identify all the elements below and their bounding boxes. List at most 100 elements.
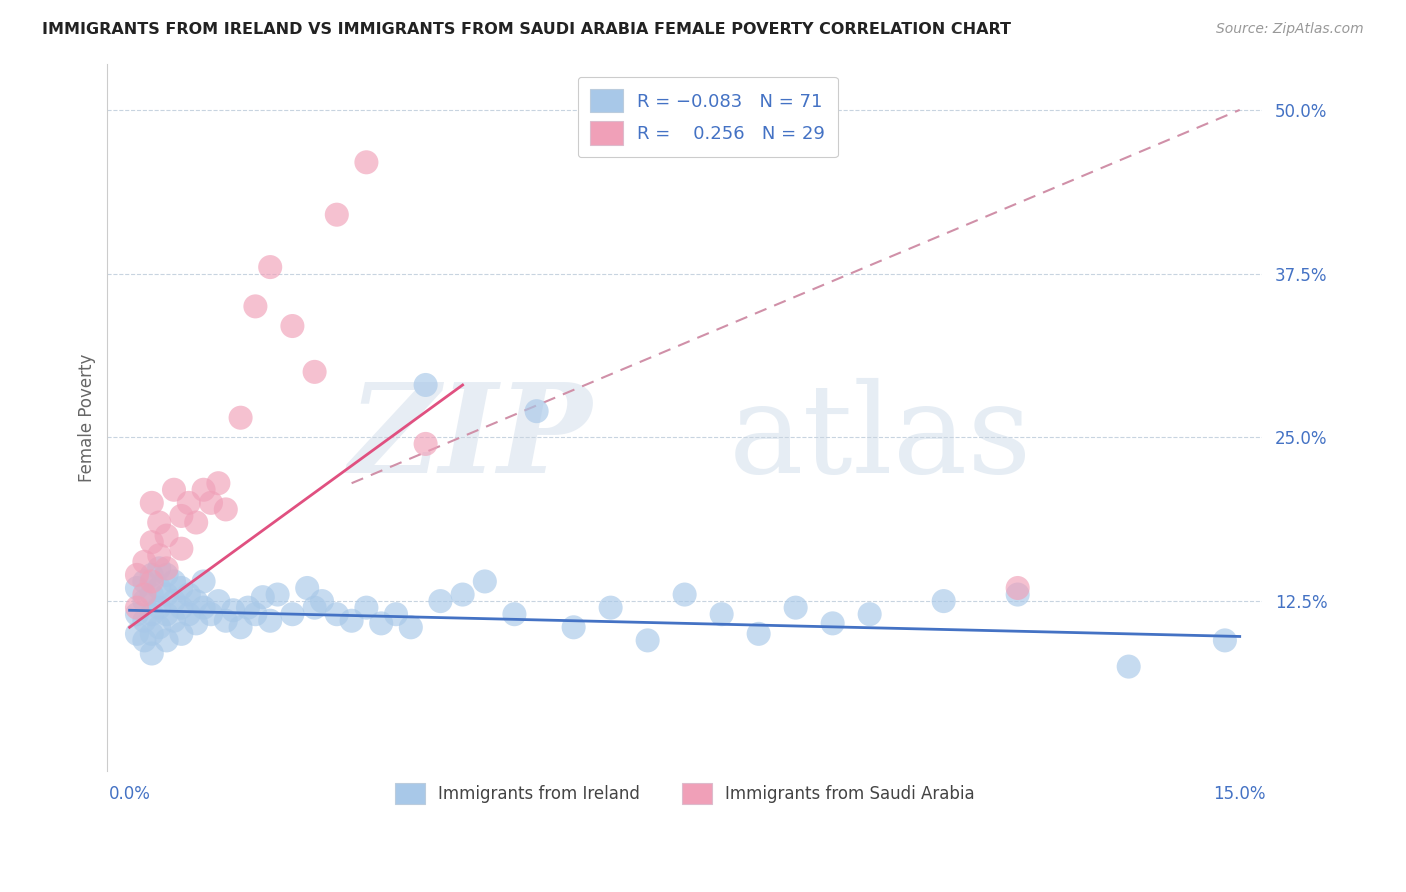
Point	[134, 555, 156, 569]
Point	[148, 581, 170, 595]
Point	[148, 561, 170, 575]
Point	[125, 581, 148, 595]
Point	[304, 600, 326, 615]
Y-axis label: Female Poverty: Female Poverty	[79, 353, 96, 482]
Point	[155, 588, 177, 602]
Point	[125, 607, 148, 622]
Point	[134, 574, 156, 589]
Point	[141, 647, 163, 661]
Point	[304, 365, 326, 379]
Point	[134, 633, 156, 648]
Point	[141, 574, 163, 589]
Point	[599, 600, 621, 615]
Point	[148, 620, 170, 634]
Point	[252, 590, 274, 604]
Point	[281, 319, 304, 334]
Point	[163, 483, 186, 497]
Point	[370, 616, 392, 631]
Point	[415, 378, 437, 392]
Point	[748, 627, 770, 641]
Point	[673, 588, 696, 602]
Point	[155, 568, 177, 582]
Point	[170, 600, 193, 615]
Point	[170, 508, 193, 523]
Point	[186, 616, 208, 631]
Point	[141, 588, 163, 602]
Point	[125, 600, 148, 615]
Point	[266, 588, 288, 602]
Point	[259, 614, 281, 628]
Point	[155, 561, 177, 575]
Point	[1213, 633, 1236, 648]
Point	[326, 208, 349, 222]
Point	[356, 155, 378, 169]
Point	[148, 548, 170, 562]
Point	[215, 502, 238, 516]
Text: Source: ZipAtlas.com: Source: ZipAtlas.com	[1216, 22, 1364, 37]
Point	[932, 594, 955, 608]
Point	[236, 600, 259, 615]
Point	[200, 496, 222, 510]
Point	[200, 607, 222, 622]
Point	[134, 614, 156, 628]
Point	[134, 594, 156, 608]
Point	[148, 516, 170, 530]
Point	[170, 541, 193, 556]
Point	[415, 437, 437, 451]
Point	[177, 607, 200, 622]
Point	[177, 588, 200, 602]
Point	[821, 616, 844, 631]
Text: atlas: atlas	[730, 378, 1032, 500]
Point	[222, 603, 245, 617]
Text: IMMIGRANTS FROM IRELAND VS IMMIGRANTS FROM SAUDI ARABIA FEMALE POVERTY CORRELATI: IMMIGRANTS FROM IRELAND VS IMMIGRANTS FR…	[42, 22, 1011, 37]
Point	[295, 581, 318, 595]
Point	[207, 476, 229, 491]
Text: ZIP: ZIP	[349, 378, 592, 500]
Point	[1007, 588, 1029, 602]
Point	[155, 633, 177, 648]
Point	[163, 574, 186, 589]
Point	[163, 614, 186, 628]
Point	[710, 607, 733, 622]
Point	[177, 496, 200, 510]
Point	[637, 633, 659, 648]
Point	[193, 483, 215, 497]
Point	[141, 535, 163, 549]
Point	[385, 607, 408, 622]
Point	[215, 614, 238, 628]
Point	[207, 594, 229, 608]
Point	[1118, 659, 1140, 673]
Point	[859, 607, 882, 622]
Point	[229, 620, 252, 634]
Point	[148, 600, 170, 615]
Point	[125, 568, 148, 582]
Point	[125, 627, 148, 641]
Point	[186, 594, 208, 608]
Point	[356, 600, 378, 615]
Point	[503, 607, 526, 622]
Point	[245, 607, 267, 622]
Point	[340, 614, 363, 628]
Point	[429, 594, 451, 608]
Point	[155, 607, 177, 622]
Point	[474, 574, 496, 589]
Point	[141, 627, 163, 641]
Point	[193, 574, 215, 589]
Point	[451, 588, 474, 602]
Point	[259, 260, 281, 274]
Point	[193, 600, 215, 615]
Point	[134, 588, 156, 602]
Point	[163, 594, 186, 608]
Point	[170, 581, 193, 595]
Point	[170, 627, 193, 641]
Point	[141, 568, 163, 582]
Point	[229, 410, 252, 425]
Point	[526, 404, 548, 418]
Point	[399, 620, 422, 634]
Point	[141, 607, 163, 622]
Point	[562, 620, 585, 634]
Point	[186, 516, 208, 530]
Point	[311, 594, 333, 608]
Legend: Immigrants from Ireland, Immigrants from Saudi Arabia: Immigrants from Ireland, Immigrants from…	[382, 772, 986, 816]
Point	[1007, 581, 1029, 595]
